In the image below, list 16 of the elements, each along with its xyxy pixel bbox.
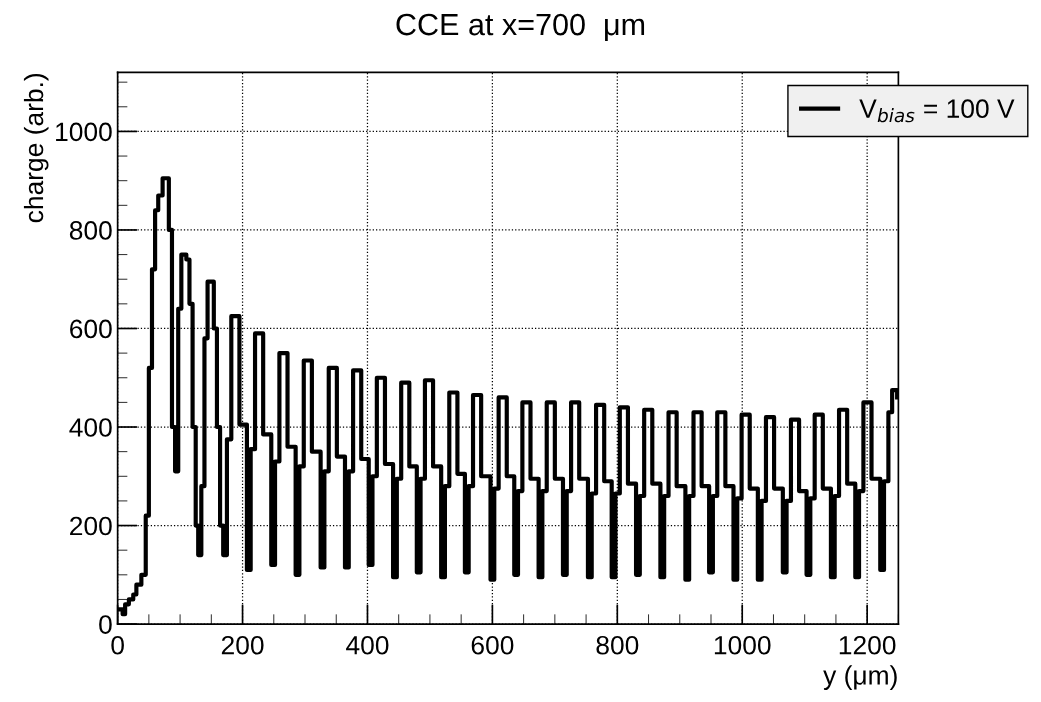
legend-label: V$_{bias}$ = 100 V — [859, 99, 1015, 123]
x-tick-label: 200 — [221, 635, 264, 655]
y-tick-label: 400 — [69, 418, 112, 437]
x-tick-label: 1200 — [839, 635, 896, 655]
x-tick-label: 800 — [596, 635, 639, 655]
y-tick-label: 1000 — [56, 122, 112, 142]
chart-title: CCE at x=700 μm — [396, 13, 645, 41]
x-axis-title: y (μm) — [823, 665, 897, 690]
y-tick-label: 200 — [70, 516, 112, 536]
x-tick-label: 1000 — [714, 635, 771, 655]
y-axis-title: charge (arb.) — [23, 73, 49, 223]
y-tick-label: 0 — [99, 615, 112, 634]
x-tick-label: 600 — [471, 635, 514, 655]
y-tick-label: 800 — [69, 221, 112, 240]
x-tick-label: 400 — [346, 635, 389, 655]
y-tick-label: 600 — [70, 319, 112, 339]
